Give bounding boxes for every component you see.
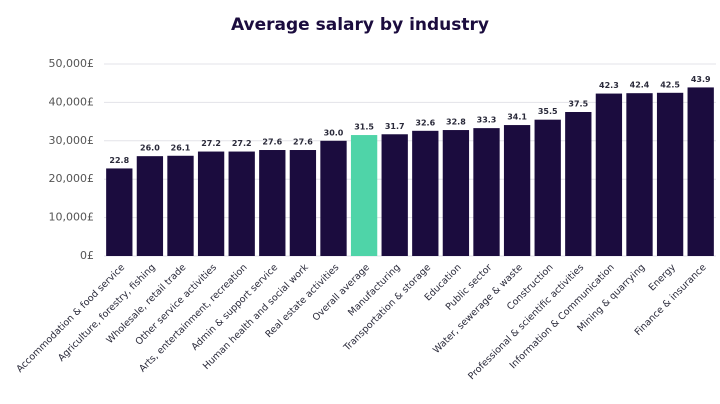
x-tick-label: Professional & scientific activities (466, 262, 586, 382)
value-label: 43.9 (691, 75, 711, 84)
bar (687, 87, 714, 256)
bar (320, 140, 347, 256)
bar (289, 150, 317, 256)
value-label: 42.5 (660, 80, 680, 89)
value-label: 31.7 (385, 122, 405, 131)
value-label: 27.6 (293, 138, 313, 147)
y-tick-label: 10,000£ (49, 211, 95, 224)
y-tick-label: 40,000£ (49, 95, 95, 108)
y-tick-label: 20,000£ (49, 172, 95, 185)
bar (259, 150, 286, 256)
bar (473, 128, 500, 256)
bar (136, 156, 164, 256)
value-label: 35.5 (538, 107, 558, 116)
value-label: 32.8 (446, 118, 466, 127)
bar (350, 135, 378, 256)
y-tick-label: 50,000£ (49, 57, 95, 70)
bar (565, 112, 592, 256)
bar (503, 125, 531, 256)
bar (197, 151, 225, 256)
value-label: 27.6 (262, 138, 282, 147)
value-label: 42.3 (599, 81, 619, 90)
bar (228, 151, 255, 256)
bar (442, 130, 470, 256)
value-label: 26.0 (140, 144, 160, 153)
value-label: 26.1 (171, 143, 191, 152)
bar (381, 134, 408, 256)
value-label: 32.6 (415, 118, 435, 127)
value-label: 22.8 (109, 156, 129, 165)
bar (626, 93, 653, 257)
x-tick-label: Accommodation & food service (14, 262, 127, 375)
value-label: 33.3 (477, 116, 497, 125)
bar (595, 93, 623, 257)
value-label: 27.2 (232, 139, 252, 148)
value-label: 34.1 (507, 113, 527, 122)
value-label: 37.5 (568, 100, 588, 109)
value-label: 30.0 (324, 128, 344, 137)
value-label: 31.5 (354, 123, 374, 132)
bar (412, 130, 439, 256)
bar (534, 119, 561, 257)
value-label: 27.2 (201, 139, 221, 148)
bar (167, 155, 194, 256)
y-tick-label: 30,000£ (49, 134, 95, 147)
bar (106, 168, 133, 256)
value-label: 42.4 (630, 81, 650, 90)
y-tick-label: 0£ (80, 249, 94, 262)
bar (656, 92, 684, 256)
chart-title: Average salary by industry (231, 15, 489, 35)
